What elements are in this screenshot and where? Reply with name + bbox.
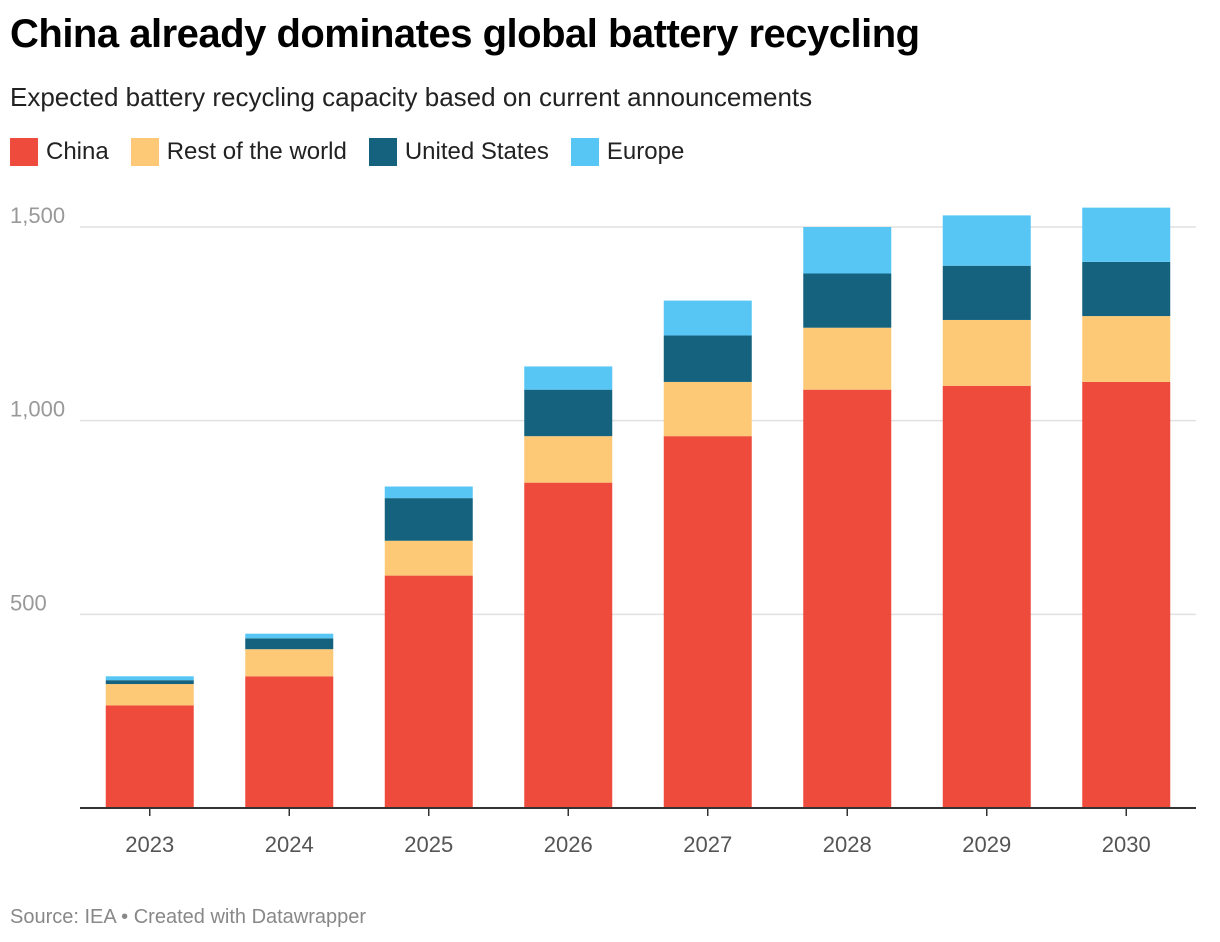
bar-segment-united-states	[524, 389, 613, 437]
bar-segment-united-states	[105, 680, 194, 685]
bar-segment-rest-of-the-world	[384, 540, 473, 576]
bar-segment-europe	[1082, 207, 1171, 262]
y-tick-label: 1,000	[10, 397, 65, 422]
bar-segment-united-states	[245, 638, 334, 650]
x-tick-label: 2023	[125, 832, 174, 857]
x-tick-label: 2024	[265, 832, 314, 857]
bar-segment-china	[384, 575, 473, 808]
y-tick-label: 500	[10, 590, 47, 615]
bar-segment-china	[105, 705, 194, 808]
legend-swatch	[10, 138, 38, 166]
legend-item: Europe	[570, 138, 685, 166]
legend-swatch	[570, 138, 599, 166]
legend-label: United States	[404, 138, 549, 165]
bar-segment-europe	[663, 300, 752, 336]
bar-segment-rest-of-the-world	[942, 319, 1031, 386]
y-tick-label: 1,500	[10, 203, 65, 228]
chart-title: China already dominates global battery r…	[10, 12, 920, 56]
bar-segment-china	[1082, 381, 1171, 808]
x-tick-label: 2030	[1102, 832, 1151, 857]
bar-segment-rest-of-the-world	[1082, 316, 1171, 382]
legend-swatch	[368, 138, 397, 166]
bar-segment-europe	[524, 366, 613, 390]
chart-subtitle: Expected battery recycling capacity base…	[10, 82, 813, 112]
legend: China Rest of the world United States Europ…	[10, 138, 684, 166]
bar-segment-china	[245, 676, 334, 808]
legend-item: United States	[368, 138, 549, 166]
x-tick-label: 2027	[683, 832, 732, 857]
bar-segment-china	[803, 389, 892, 808]
bar-segment-europe	[105, 676, 194, 681]
bar-segment-rest-of-the-world	[803, 327, 892, 390]
legend-label: Rest of the world	[166, 138, 347, 165]
x-tick-label: 2029	[962, 832, 1011, 857]
bar-segment-rest-of-the-world	[245, 649, 334, 677]
bar-segment-china	[942, 385, 1031, 808]
bar-segment-europe	[245, 633, 334, 639]
legend-swatch	[130, 138, 159, 166]
bar-segment-united-states	[663, 335, 752, 382]
bar-segment-united-states	[942, 265, 1031, 320]
legend-label: Europe	[606, 138, 685, 165]
x-tick-label: 2026	[544, 832, 593, 857]
legend-label: China	[46, 138, 109, 165]
bar-segment-united-states	[803, 273, 892, 328]
bar-segment-europe	[942, 215, 1031, 266]
bar-segment-china	[663, 436, 752, 808]
x-tick-label: 2028	[823, 832, 872, 857]
stacked-bar-chart: 500 1,000 1,500 2023 2024 2025 2026 2027 2028 202…	[10, 203, 1196, 857]
x-tick-label: 2025	[404, 832, 453, 857]
bar-segment-europe	[803, 227, 892, 274]
bar-segment-united-states	[1082, 261, 1171, 317]
bar-segment-europe	[384, 486, 473, 499]
bar-segment-china	[524, 482, 613, 808]
bar-segment-united-states	[384, 498, 473, 541]
legend-item: Rest of the world	[130, 138, 347, 166]
bar-segment-rest-of-the-world	[105, 684, 194, 706]
bar-segment-rest-of-the-world	[524, 436, 613, 483]
source-note: Source: IEA • Created with Datawrapper	[10, 906, 367, 928]
legend-item: China	[10, 138, 109, 166]
bar-segment-rest-of-the-world	[663, 381, 752, 437]
